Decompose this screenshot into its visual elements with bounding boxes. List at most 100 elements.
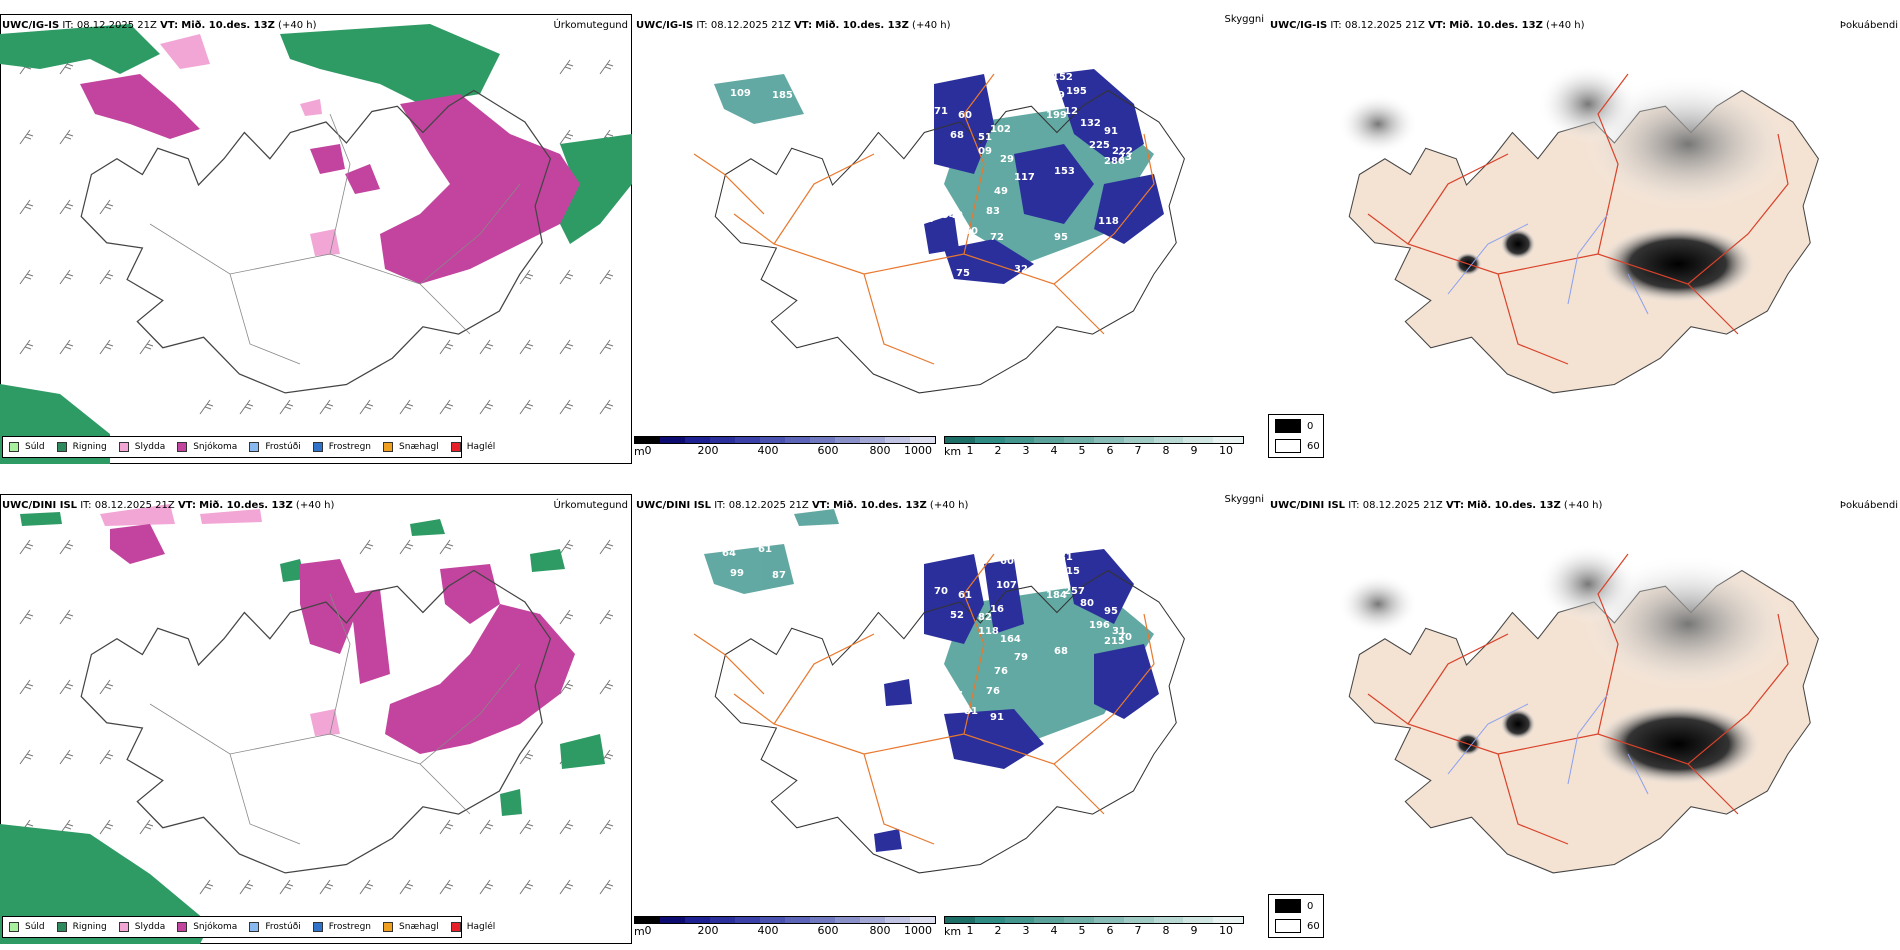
visibility-bar [944,436,1244,444]
cloud-base-label: 95 [1054,232,1068,243]
fog-title-row1: Þokuábendi [1839,20,1898,31]
legend-swatch-slydda [118,922,129,932]
cloud-base-label: 222 [1112,146,1133,157]
cloud-base-label: 12 [1064,106,1078,117]
legend-swatch-haglel [450,442,461,452]
visibility-ticks: 1 2 3 4 5 6 7 8 9 10 [966,924,1234,937]
precip-legend-row1: Súld Rigning Slydda Snjókoma Frostúði Fr… [2,436,495,458]
cloud-base-label: 31 [1112,626,1126,637]
fog-legend-dark [1275,419,1301,433]
roads [1367,553,1789,845]
snow-areas [80,74,580,284]
legend-swatch-snjokoma [177,442,188,452]
precip-header-row2: UWC/DINI ISL IT: 08.12.2025 21Z VT: Mið.… [2,500,335,511]
cloud-base-label: 232 [1044,570,1065,581]
cloud-base-label: 215 [1104,636,1125,647]
visibility-title-row2: Skyggni [1224,494,1264,505]
legend-swatch-frostregn [312,922,323,932]
cloud-base-label: 68 [950,130,964,141]
cloud-base-label: 159 [1044,90,1065,101]
precip-title-row1: Úrkomutegund [553,20,628,31]
ceiling-colorbar-row2: 0 200 400 600 800 1000 m [634,916,936,938]
cloud-base-label: 196 [1089,620,1110,631]
cloud-base-label: 60 [964,226,978,237]
legend-swatch-haglel [450,922,461,932]
fog-header-row2: UWC/DINI ISL IT: 08.12.2025 21Z VT: Mið.… [1270,500,1603,511]
visibility-unit: km [944,445,962,458]
legend-swatch-frostudi [249,442,260,452]
fog-map-row1 [1338,64,1819,394]
cloud-base-label: 195 [1066,86,1087,97]
sleet-areas [100,504,340,736]
cloud-base-label: 91 [990,712,1004,723]
cloud-base-label: 68 [1054,646,1068,657]
legend-item-slydda: Slydda [118,442,165,452]
visibility-ticks: 1 2 3 4 5 6 7 8 9 10 [966,444,1234,457]
cloud-base-label: 70 [1118,632,1132,643]
cloud-base-label: 98 [1106,246,1120,257]
cloud-base-label: 151 [722,68,743,79]
cloud-base-label: 118 [978,626,999,637]
fog-legend-row1: 0 60 [1268,414,1324,458]
cloud-base-label: 107 [996,580,1017,591]
precip-frame [0,494,632,944]
fog-legend-dark [1275,899,1301,913]
roads [149,593,521,845]
precip-map-row1 [0,24,632,464]
cloud-base-label: 83 [986,206,1000,217]
cloud-base-label: 131 [1052,552,1073,563]
cloud-base-label: 117 [1014,172,1035,183]
legend-swatch-sudd [9,442,19,452]
fog-panel-row2: UWC/DINI ISL IT: 08.12.2025 21Z VT: Mið.… [1268,494,1900,944]
legend-item-sudd: Súld [9,442,45,452]
legend-swatch-rigning [56,442,67,452]
cloud-base-label: 185 [772,90,793,101]
rivers [1447,693,1649,795]
cloud-base-label: 79 [1014,652,1028,663]
fog-shading [1338,64,1798,304]
cloud-base-label: 102 [990,124,1011,135]
cloud-base-label: 76 [986,686,1000,697]
cloud-base-label: 60 [1000,556,1014,567]
fog-panel-row1: UWC/IG-IS IT: 08.12.2025 21Z VT: Mið. 10… [1268,14,1900,464]
snow-areas [110,524,575,754]
cloud-base-label: 109 [730,88,751,99]
ceiling-ticks: 0 200 400 600 800 1000 [644,444,933,457]
legend-item-frostregn: Frostregn [312,922,371,932]
cloud-base-label: 15 [1066,566,1080,577]
fog-legend-light [1275,919,1301,933]
roads [149,113,521,365]
cloud-base-label: 118 [1098,216,1119,227]
ceiling-colorbar-row1: 0 200 400 600 800 1000 m [634,436,936,458]
cloud-base-label: 187 [942,690,963,701]
cloud-base-label: 29 [1000,154,1014,165]
precip-frame [0,14,632,464]
ceiling-unit: m [634,445,645,458]
visibility-title-row1: Skyggni [1224,14,1264,25]
cloud-base-label: 66 [1000,76,1014,87]
precip-map-row2 [0,504,614,944]
cloud-areas [924,69,1164,284]
visibility-panel-row2: 64 61 99 87 70 61 52 60 107 16 82 118 164 131 232 184 15… [634,494,1266,944]
precip-header-row1: UWC/IG-IS IT: 08.12.2025 21Z VT: Mið. 10… [2,20,317,31]
cloud-base-label: 81 [964,706,978,717]
cloud-base-label: 16 [990,604,1004,615]
cloud-base-label: 91 [1104,126,1118,137]
legend-swatch-snaehagl [383,922,394,932]
cloud-base-label: 132 [1080,118,1101,129]
legend-item-snaehagl: Snæhagl [383,442,439,452]
cloud-base-label: 09 [978,146,992,157]
cloud-base-label: 152 [1052,72,1073,83]
cloud-base-label: 83 [758,64,772,75]
rain-areas [0,512,605,944]
cloud-base-label: 49 [994,186,1008,197]
cloud-base-label: 164 [1000,634,1021,645]
cloud-base-label: 70 [934,586,948,597]
sleet-areas [160,34,340,256]
cloud-base-label: 257 [1064,586,1085,597]
precip-legend-row2: Súld Rigning Slydda Snjókoma Frostúði Fr… [2,916,495,938]
cloud-base-label: 76 [994,666,1008,677]
